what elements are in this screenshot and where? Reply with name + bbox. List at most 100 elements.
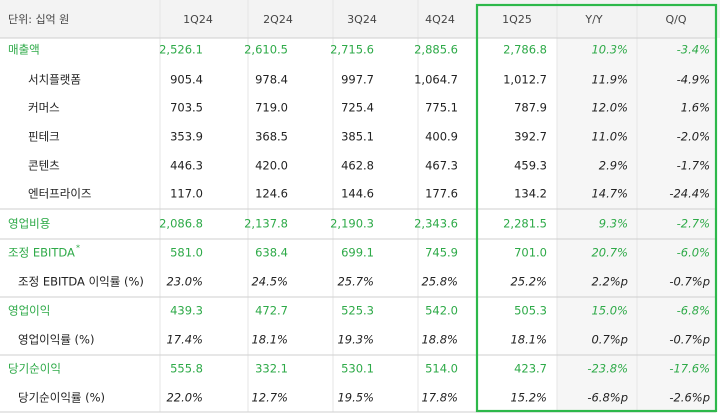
cell-value: -3.4% (677, 43, 710, 57)
column-header: 2Q24 (263, 13, 293, 26)
cell-value: -0.7%p (669, 275, 710, 289)
cell-value: 19.3% (337, 333, 374, 347)
cell-value: 462.8 (341, 159, 374, 173)
header-background (0, 0, 720, 38)
cell-value: -0.7%p (669, 333, 710, 347)
cell-value: -2.7% (677, 217, 710, 231)
cell-value: 423.7 (514, 362, 547, 376)
cell-value: 787.9 (514, 101, 547, 115)
cell-value: -4.9% (677, 73, 710, 87)
row-label: 영업이익률 (%) (18, 333, 94, 347)
row-label: 당기순이익 (8, 362, 61, 376)
cell-value: -17.6% (669, 362, 710, 376)
cell-value: 2,137.8 (244, 217, 288, 231)
cell-value: 24.5% (251, 275, 288, 289)
cell-value: -2.6%p (669, 391, 710, 405)
cell-value: 446.3 (170, 159, 203, 173)
column-header: Q/Q (665, 13, 686, 26)
cell-value: 472.7 (255, 304, 288, 318)
cell-value: 11.0% (591, 130, 628, 144)
cell-value: 978.4 (255, 73, 288, 87)
cell-value: 18.8% (421, 333, 458, 347)
cell-value: 439.3 (170, 304, 203, 318)
cell-value: 19.5% (337, 391, 374, 405)
cell-value: 555.8 (170, 362, 203, 376)
cell-value: 2,526.1 (159, 43, 203, 57)
cell-value: 467.3 (425, 159, 458, 173)
cell-value: 505.3 (514, 304, 547, 318)
cell-value: 25.8% (421, 275, 458, 289)
cell-value: 542.0 (425, 304, 458, 318)
cell-value: 1.6% (681, 101, 710, 115)
cell-value: 701.0 (514, 246, 547, 260)
footnote-mark: * (76, 244, 80, 253)
column-header: 1Q24 (183, 13, 213, 26)
column-header: 3Q24 (347, 13, 377, 26)
row-label: 조정 EBITDA (8, 246, 75, 260)
cell-value: 459.3 (514, 159, 547, 173)
cell-value: 420.0 (255, 159, 288, 173)
cell-value: 332.1 (255, 362, 288, 376)
row-label: 매출액 (8, 43, 40, 57)
row-label: 서치플랫폼 (28, 73, 81, 87)
cell-value: 15.0% (591, 304, 628, 318)
cell-value: -1.7% (677, 159, 710, 173)
cell-value: 2,190.3 (330, 217, 374, 231)
cell-value: 719.0 (255, 101, 288, 115)
cell-value: 144.6 (341, 187, 374, 201)
cell-value: 400.9 (425, 130, 458, 144)
cell-value: 124.6 (255, 187, 288, 201)
cell-value: -24.4% (669, 187, 710, 201)
row-label: 당기순이익률 (%) (18, 391, 105, 405)
cell-value: 997.7 (341, 73, 374, 87)
cell-value: 699.1 (341, 246, 374, 260)
cell-value: 10.3% (591, 43, 628, 57)
cell-value: 2,086.8 (159, 217, 203, 231)
cell-value: 1,064.7 (414, 73, 458, 87)
cell-value: 25.7% (337, 275, 374, 289)
cell-value: 525.3 (341, 304, 374, 318)
cell-value: 353.9 (170, 130, 203, 144)
cell-value: 2,343.6 (414, 217, 458, 231)
row-label: 영업비용 (8, 217, 50, 231)
cell-value: 17.8% (421, 391, 458, 405)
row-label: 조정 EBITDA 이익률 (%) (18, 275, 144, 289)
cell-value: 15.2% (510, 391, 547, 405)
cell-value: 775.1 (425, 101, 458, 115)
row-label: 핀테크 (28, 130, 60, 144)
cell-value: 725.4 (341, 101, 374, 115)
row-label: 커머스 (28, 101, 60, 115)
cell-value: -2.0% (677, 130, 710, 144)
cell-value: 177.6 (425, 187, 458, 201)
row-label: 엔터프라이즈 (28, 187, 91, 201)
highlight-box (475, 3, 718, 413)
cell-value: 22.0% (166, 391, 203, 405)
column-header: 4Q24 (425, 13, 455, 26)
cell-value: 17.4% (166, 333, 203, 347)
cell-value: 514.0 (425, 362, 458, 376)
cell-value: 1,012.7 (503, 73, 547, 87)
cell-value: 9.3% (599, 217, 628, 231)
cell-value: -6.8%p (587, 391, 628, 405)
column-header: 1Q25 (502, 13, 532, 26)
cell-value: 745.9 (425, 246, 458, 260)
cell-value: 0.7%p (591, 333, 628, 347)
cell-value: 134.2 (514, 187, 547, 201)
cell-value: 12.0% (591, 101, 628, 115)
cell-value: 18.1% (510, 333, 547, 347)
cell-value: 2,610.5 (244, 43, 288, 57)
column-header: Y/Y (584, 13, 602, 26)
cell-value: -23.8% (587, 362, 628, 376)
cell-value: 2.2%p (591, 275, 628, 289)
cell-value: 12.7% (251, 391, 288, 405)
row-label: 콘텐츠 (28, 159, 60, 173)
cell-value: 530.1 (341, 362, 374, 376)
cell-value: 117.0 (170, 187, 203, 201)
cell-value: 11.9% (591, 73, 628, 87)
cell-value: 20.7% (591, 246, 628, 260)
cell-value: 18.1% (251, 333, 288, 347)
row-label: 영업이익 (8, 304, 50, 318)
cell-value: 25.2% (510, 275, 547, 289)
cell-value: 392.7 (514, 130, 547, 144)
